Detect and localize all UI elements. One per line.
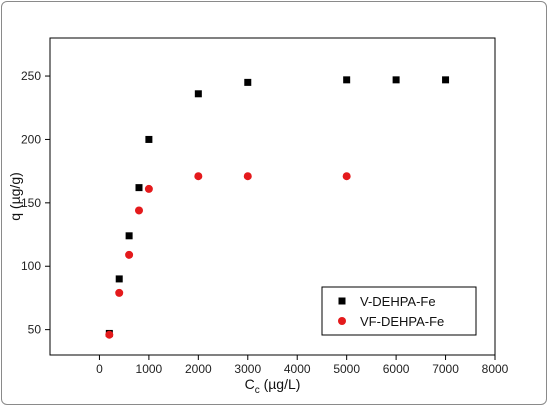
data-point-square	[135, 184, 143, 192]
data-point-square	[145, 135, 153, 143]
y-tick-label: 200	[21, 132, 41, 146]
x-tick-label: 6000	[383, 362, 410, 376]
data-point-square	[115, 275, 123, 283]
x-axis: 0 1000 2000 3000 4000 5000 6000 7000 8000	[96, 355, 509, 376]
data-point-circle	[144, 184, 153, 193]
x-tick-label: 0	[96, 362, 103, 376]
data-point-square	[125, 232, 133, 240]
y-tick-label: 100	[21, 259, 41, 273]
data-point-circle	[135, 206, 143, 215]
data-point-circle	[342, 172, 351, 181]
data-point-circle	[105, 330, 114, 339]
data-markers	[105, 76, 450, 339]
x-tick-label: 7000	[432, 362, 459, 376]
x-tick-label: 5000	[333, 362, 360, 376]
plot-area	[49, 37, 496, 356]
plot-border	[49, 37, 496, 356]
x-tick-label: 8000	[482, 362, 509, 376]
y-tick-label: 50	[28, 323, 42, 337]
y-axis: 50 100 150 200 250	[21, 69, 50, 337]
y-tick-label: 250	[21, 69, 41, 83]
y-tick-label: 150	[21, 196, 41, 210]
legend-label: VF-DEHPA-Fe	[360, 314, 444, 329]
legend: V-DEHPA-Fe VF-DEHPA-Fe	[321, 286, 477, 336]
legend-marker	[338, 297, 346, 305]
x-tick-label: 4000	[284, 362, 311, 376]
x-tick-label: 1000	[136, 362, 163, 376]
x-tick-label: 3000	[234, 362, 261, 376]
legend-box	[321, 286, 477, 336]
legend-label: V-DEHPA-Fe	[360, 294, 436, 309]
data-point-square	[244, 78, 252, 86]
y-axis-title: q (µg/g)	[7, 172, 23, 221]
data-point-square	[442, 76, 450, 84]
x-axis-title: Cc (µg/L)	[245, 376, 301, 396]
legend-marker	[338, 317, 346, 325]
x-tick-label: 2000	[185, 362, 212, 376]
data-point-square	[194, 90, 202, 98]
data-point-circle	[243, 172, 252, 181]
data-point-square	[392, 76, 400, 84]
data-point-square	[343, 76, 351, 84]
data-point-circle	[125, 250, 134, 259]
data-point-circle	[115, 288, 124, 297]
data-point-circle	[194, 172, 203, 181]
